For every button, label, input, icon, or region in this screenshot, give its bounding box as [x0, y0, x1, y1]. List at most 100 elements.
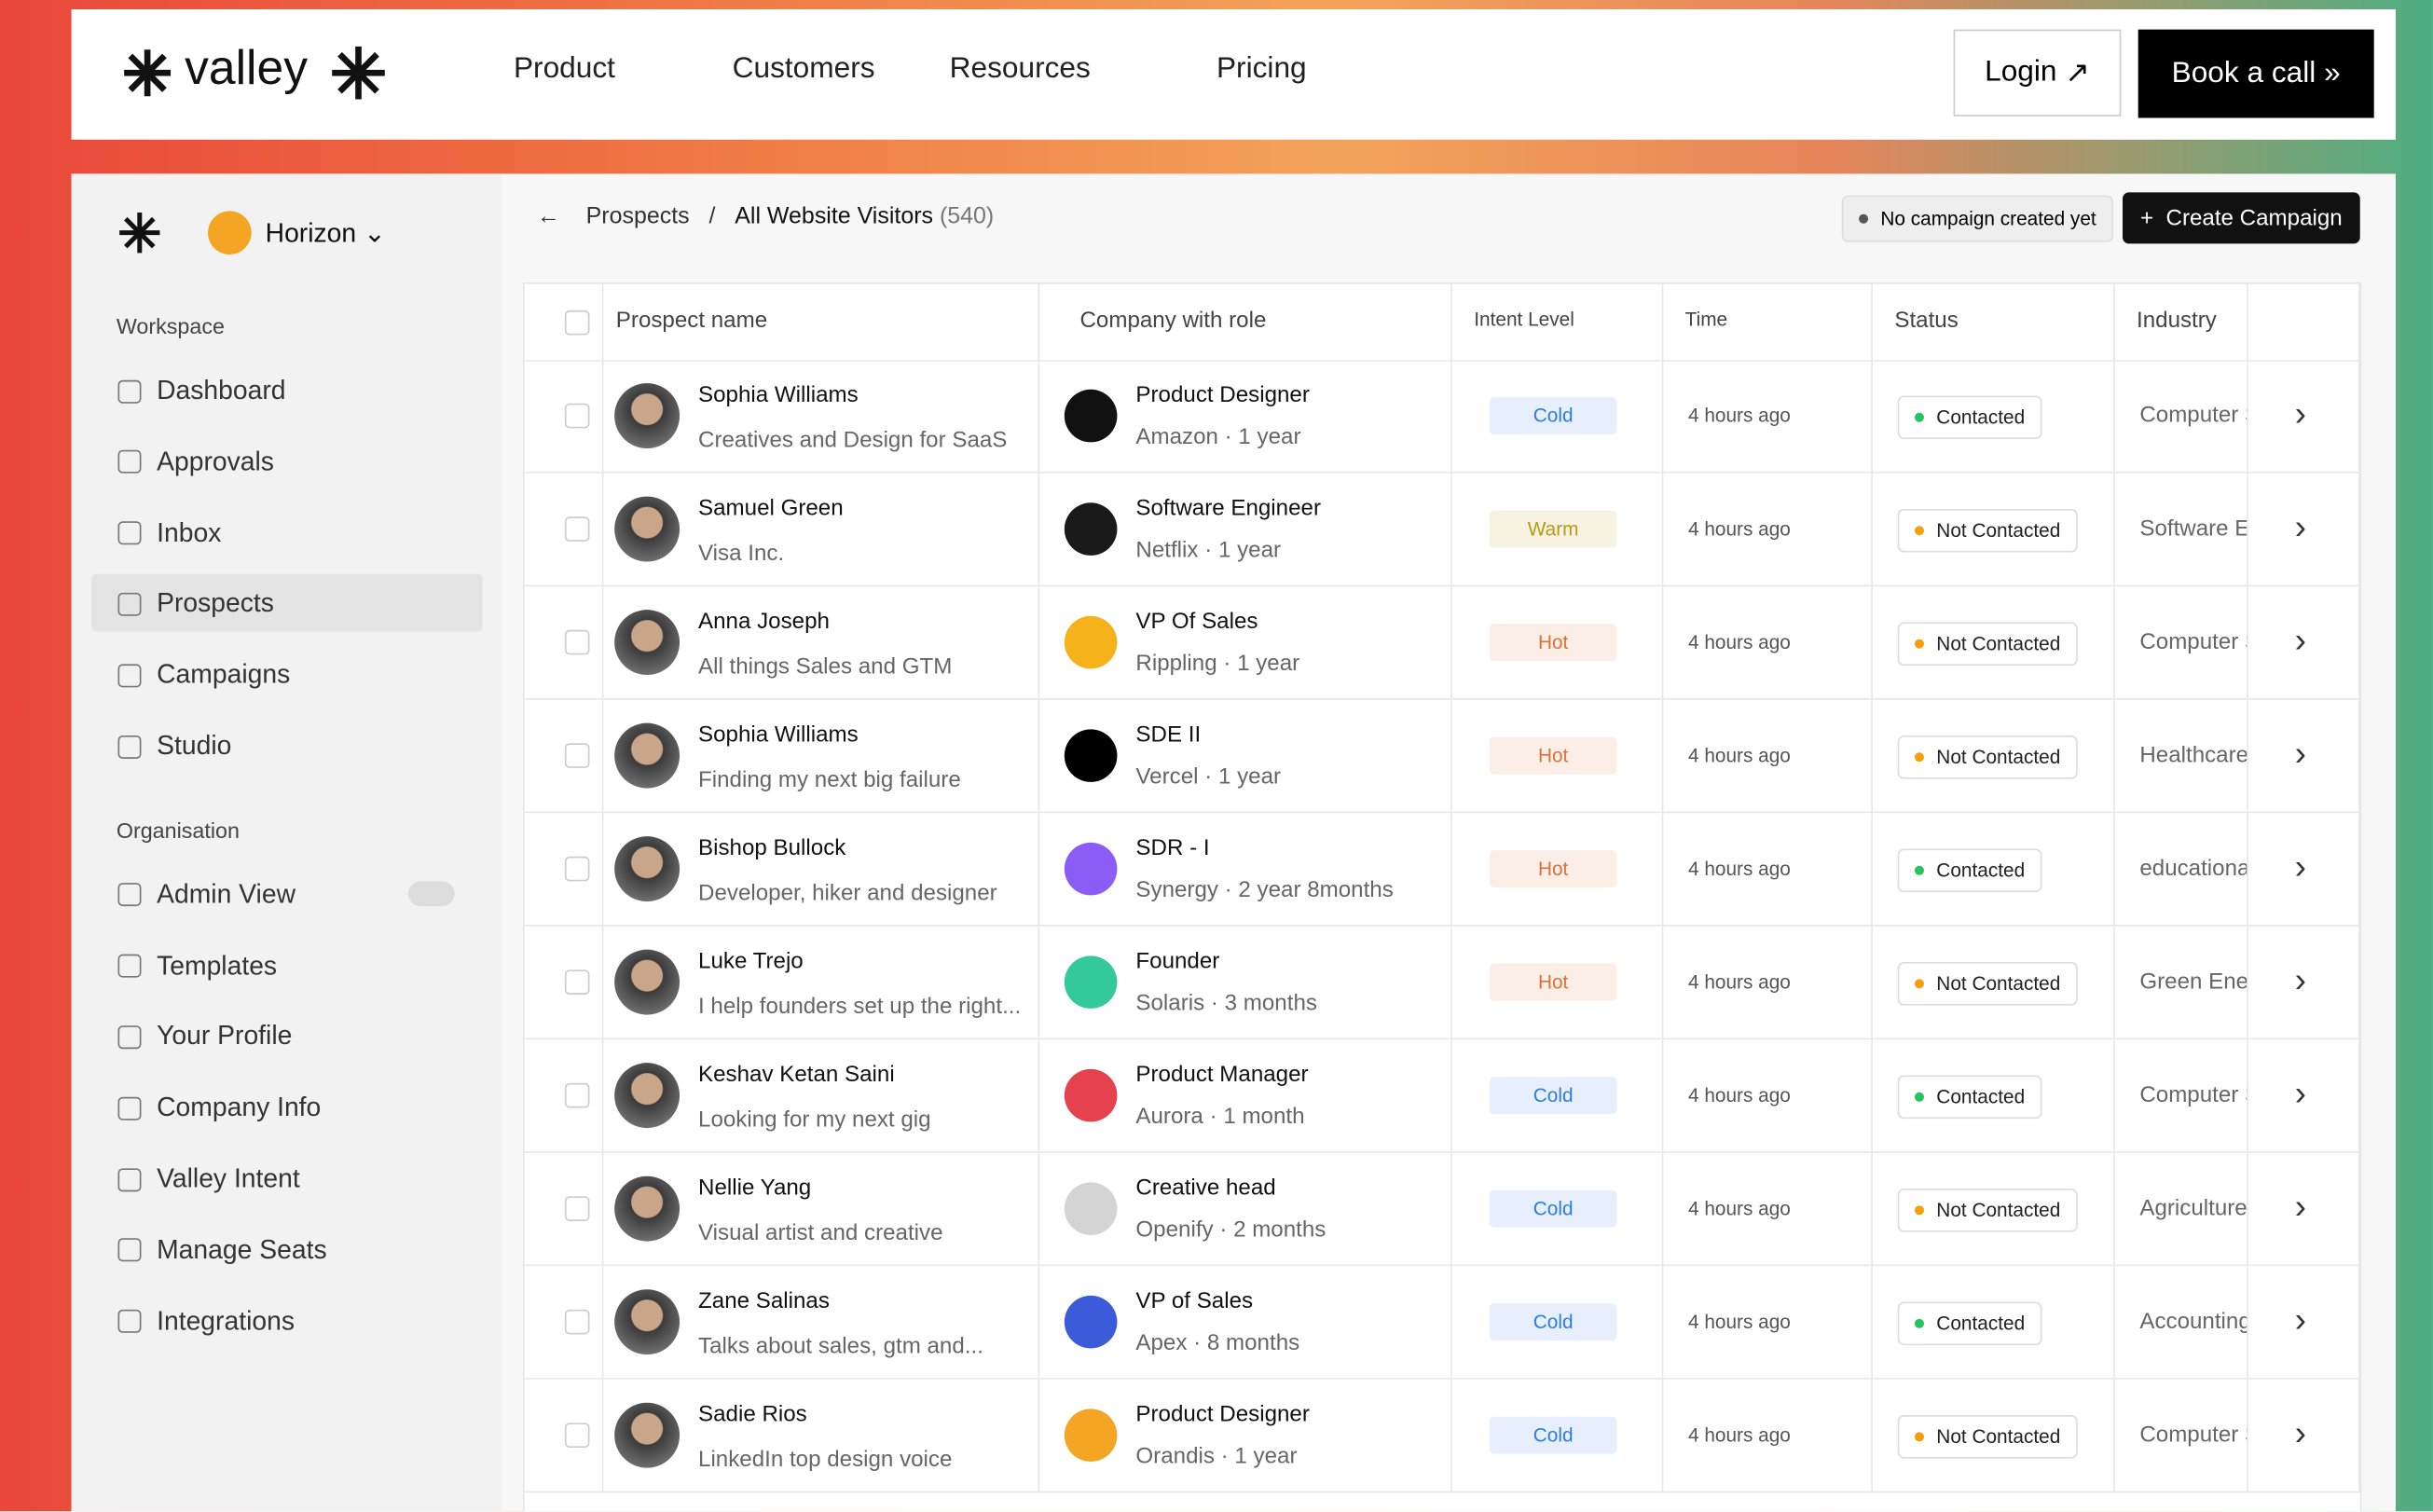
cell: Luke Trejo I help founders set up the rig…	[603, 926, 1040, 1038]
column-header[interactable]: Industry	[2137, 309, 2217, 334]
column-header[interactable]: Time	[1684, 309, 1728, 331]
nav-item[interactable]: Dashboard	[117, 376, 286, 406]
intent-badge: Hot	[1489, 963, 1617, 1001]
table-row[interactable]: Luke Trejo I help founders set up the rig…	[524, 926, 2360, 1040]
cell: Software Engineer Netflix · 1 year	[1039, 473, 1452, 585]
cell: Hot	[1452, 813, 1664, 926]
table-row[interactable]: Zane Salinas Talks about sales, gtm and..…	[524, 1266, 2360, 1380]
row-arrow[interactable]: ›	[2294, 1187, 2306, 1226]
nav-item[interactable]: Valley Intent	[117, 1163, 300, 1194]
checkbox[interactable]	[564, 403, 590, 429]
company: Apex	[1135, 1331, 1188, 1356]
time: 4 hours ago	[1687, 1197, 1791, 1220]
cell	[525, 586, 604, 699]
cell	[525, 360, 604, 473]
cell	[525, 1152, 604, 1265]
login-button[interactable]: Login ↗	[1953, 29, 2122, 117]
checkbox[interactable]	[564, 516, 590, 542]
nav-link[interactable]: Product	[513, 52, 615, 86]
row-arrow[interactable]: ›	[2294, 734, 2306, 773]
cell: Accounting	[2115, 1266, 2248, 1379]
row-arrow[interactable]: ›	[2294, 620, 2306, 660]
cell: Bishop Bullock Developer, hiker and desig…	[603, 813, 1040, 926]
prospect-table: Prospect name Company with role Intent Lev…	[522, 282, 2362, 1512]
crumb[interactable]: Prospects	[585, 203, 690, 230]
row-arrow[interactable]: ›	[2294, 1073, 2306, 1113]
checkbox[interactable]	[564, 309, 590, 335]
checkbox[interactable]	[564, 629, 590, 655]
table-row[interactable]: Sadie Rios LinkedIn top design voice Produ…	[524, 1379, 2360, 1493]
status-dot	[1914, 1205, 1924, 1216]
table-row[interactable]: Sophia Williams Finding my next big failu…	[524, 699, 2360, 814]
industry: Agriculture	[2139, 1196, 2247, 1221]
row-arrow[interactable]: ›	[2294, 393, 2306, 433]
table-row[interactable]: Keshav Ketan Saini Looking for my next gi…	[524, 1039, 2360, 1153]
nav-icon	[117, 592, 142, 616]
checkbox[interactable]	[564, 1082, 590, 1108]
page-title: All Website Visitors	[735, 203, 934, 230]
table-row[interactable]: Bishop Bullock Developer, hiker and desig…	[524, 813, 2360, 927]
status-badge: Contacted	[1897, 1075, 2042, 1120]
column-header[interactable]: Prospect name	[615, 309, 768, 334]
cell: 4 hours ago	[1663, 813, 1874, 926]
cell	[525, 926, 604, 1038]
row-arrow[interactable]: ›	[2294, 846, 2306, 887]
row-arrow[interactable]: ›	[2294, 507, 2306, 546]
checkbox[interactable]	[564, 969, 590, 995]
nav-item[interactable]: Company Info	[117, 1093, 321, 1123]
cell: 4 hours ago	[1663, 586, 1874, 699]
table-row[interactable]: Nellie Yang Visual artist and creative Cre…	[524, 1152, 2360, 1267]
nav-item[interactable]: Templates	[117, 951, 277, 982]
cell: Healthcare	[2115, 699, 2248, 812]
cta-button[interactable]: Book a call »	[2137, 29, 2374, 118]
workspace-switch[interactable]: Horizon ⌄	[265, 218, 386, 249]
toggle[interactable]	[407, 881, 455, 906]
prospect-name: Nellie Yang	[698, 1175, 812, 1202]
cell: Software Engineering	[2115, 473, 2248, 585]
column-header[interactable]: Status	[1894, 309, 1959, 334]
notice-text: No campaign created yet	[1880, 208, 2096, 230]
nav-item[interactable]: Prospects	[117, 588, 274, 619]
nav-item[interactable]: Your Profile	[117, 1022, 292, 1052]
cell: Cold	[1452, 1266, 1664, 1379]
nav-item[interactable]: Approvals	[117, 447, 274, 477]
nav-item[interactable]: Inbox	[117, 517, 222, 548]
avatar	[614, 1289, 680, 1355]
status-badge: Not Contacted	[1897, 1415, 2078, 1459]
company-logo	[1064, 502, 1118, 556]
status-text: Contacted	[1936, 406, 2026, 429]
checkbox[interactable]	[564, 856, 590, 882]
create-campaign-button[interactable]: + Create Campaign	[2123, 192, 2360, 244]
intent-badge: Hot	[1489, 736, 1617, 775]
nav-item[interactable]: Campaigns	[117, 660, 290, 691]
table-row[interactable]: Anna Joseph All things Sales and GTM VP Of…	[524, 586, 2360, 700]
row-arrow[interactable]: ›	[2294, 1413, 2306, 1452]
checkbox[interactable]	[564, 1309, 590, 1335]
cell: VP Of Sales Rippling · 1 year	[1039, 586, 1452, 699]
table-row[interactable]: Samuel Green Visa Inc. Software Engineer Ne…	[524, 473, 2360, 587]
cell: Anna Joseph All things Sales and GTM	[603, 586, 1040, 699]
table-row[interactable]: Sophia Williams Creatives and Design for …	[524, 360, 2360, 474]
nav-icon	[117, 1025, 142, 1050]
column-header[interactable]: Intent Level	[1474, 309, 1574, 331]
nav-item[interactable]: Admin View	[117, 879, 296, 910]
checkbox[interactable]	[564, 1423, 590, 1448]
nav-item[interactable]: Integrations	[117, 1306, 295, 1337]
nav-item[interactable]: Studio	[117, 731, 231, 762]
checkbox[interactable]	[564, 743, 590, 768]
nav-item[interactable]: Manage Seats	[117, 1235, 327, 1266]
row-arrow[interactable]: ›	[2294, 1299, 2306, 1340]
tenure: 2 year 8months	[1238, 878, 1394, 903]
cta-label: Book a call	[2171, 56, 2316, 89]
checkbox[interactable]	[564, 1196, 590, 1221]
nav-label: Inbox	[157, 517, 222, 547]
cell: educational	[2115, 813, 2248, 926]
column-header[interactable]: Company with role	[1079, 309, 1267, 334]
status-badge: Not Contacted	[1897, 1189, 2078, 1232]
nav-link[interactable]: Customers	[732, 52, 875, 86]
nav-link[interactable]: Pricing	[1216, 52, 1307, 86]
nav-link[interactable]: Resources	[949, 52, 1091, 86]
role: Product Manager	[1135, 1063, 1309, 1088]
row-arrow[interactable]: ›	[2294, 960, 2306, 999]
